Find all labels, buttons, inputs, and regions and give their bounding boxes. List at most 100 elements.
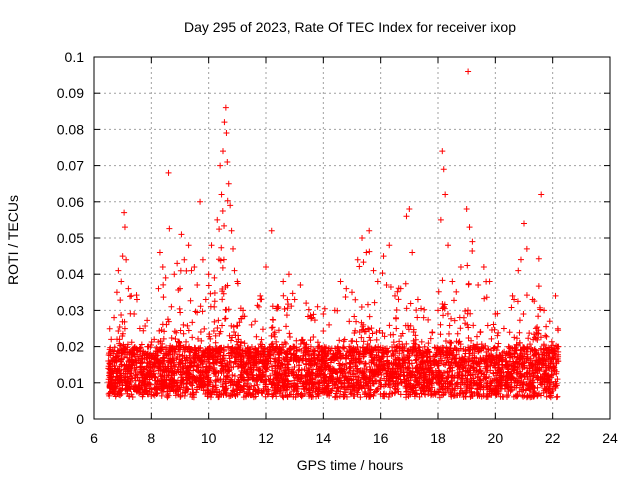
data-point [320, 311, 327, 318]
data-point [118, 311, 125, 318]
data-point [314, 303, 321, 310]
data-point [334, 344, 341, 351]
x-tick-label: 10 [201, 430, 217, 446]
data-point [553, 394, 560, 401]
data-point [454, 330, 461, 337]
data-point [182, 362, 189, 369]
data-point [412, 357, 419, 364]
data-point [254, 302, 261, 309]
data-point [512, 347, 519, 354]
data-point [521, 220, 527, 227]
data-point [458, 354, 465, 361]
data-point [393, 315, 400, 322]
data-point [376, 380, 383, 387]
data-point [470, 322, 477, 329]
data-point [442, 337, 449, 344]
data-point [503, 374, 510, 381]
data-point [463, 206, 470, 213]
data-point [414, 296, 421, 303]
data-point [222, 389, 229, 396]
data-point [492, 360, 499, 367]
data-point [308, 369, 315, 376]
data-point [337, 278, 344, 285]
data-point [294, 375, 301, 382]
data-point [175, 339, 182, 346]
data-point [444, 310, 451, 317]
data-point [342, 294, 349, 301]
data-point [275, 304, 282, 311]
data-point [451, 345, 458, 352]
data-point [366, 227, 373, 234]
data-point [404, 372, 411, 379]
data-point [500, 369, 507, 376]
data-point [322, 361, 329, 368]
data-point [451, 317, 458, 324]
data-point [223, 130, 230, 137]
data-point [506, 329, 513, 336]
data-point [520, 386, 527, 393]
data-point [415, 344, 422, 351]
data-point [521, 344, 528, 351]
data-point [262, 373, 269, 380]
data-point [407, 300, 414, 307]
data-point [469, 248, 476, 255]
data-point [488, 326, 495, 333]
data-point [322, 366, 329, 373]
data-point [547, 389, 554, 396]
data-point [534, 374, 541, 381]
data-point [435, 307, 441, 314]
data-point [423, 358, 430, 365]
data-point [157, 346, 164, 353]
data-point [447, 340, 454, 347]
data-point [268, 227, 275, 234]
data-point [465, 335, 472, 342]
data-point [480, 345, 487, 352]
data-point [545, 350, 552, 357]
data-point [200, 374, 207, 381]
data-point [233, 323, 240, 330]
data-point [171, 328, 178, 335]
data-point [390, 331, 397, 338]
data-point [420, 376, 427, 383]
data-point [359, 370, 366, 377]
data-point [444, 354, 451, 361]
y-tick-label: 0.03 [57, 302, 84, 318]
data-point [233, 382, 240, 389]
data-point [368, 346, 375, 353]
data-point [336, 337, 343, 344]
data-point [248, 321, 255, 328]
data-point [156, 249, 163, 256]
data-point [359, 235, 366, 241]
data-point [526, 330, 533, 337]
data-point [318, 388, 325, 395]
data-point [259, 390, 266, 397]
data-point [162, 274, 169, 281]
data-point [515, 267, 522, 274]
data-point [133, 386, 140, 393]
data-point [161, 355, 168, 362]
data-point [532, 369, 539, 376]
data-point [495, 357, 502, 364]
data-point [464, 310, 471, 317]
data-point [360, 372, 367, 379]
data-point [543, 367, 550, 374]
data-point [306, 377, 313, 384]
data-point [387, 283, 394, 290]
data-point [420, 388, 427, 395]
data-point [280, 344, 287, 351]
data-point [526, 392, 533, 399]
data-point [310, 334, 317, 341]
data-point [219, 208, 226, 215]
data-point [474, 385, 481, 392]
data-point [373, 329, 380, 336]
data-point [534, 393, 541, 400]
data-point [114, 336, 121, 343]
data-point [483, 278, 490, 285]
data-point [402, 280, 409, 287]
data-point [490, 321, 497, 328]
data-point [346, 347, 353, 354]
data-point [420, 365, 427, 372]
data-point [161, 328, 168, 335]
data-point [548, 338, 555, 345]
data-point [219, 381, 226, 388]
